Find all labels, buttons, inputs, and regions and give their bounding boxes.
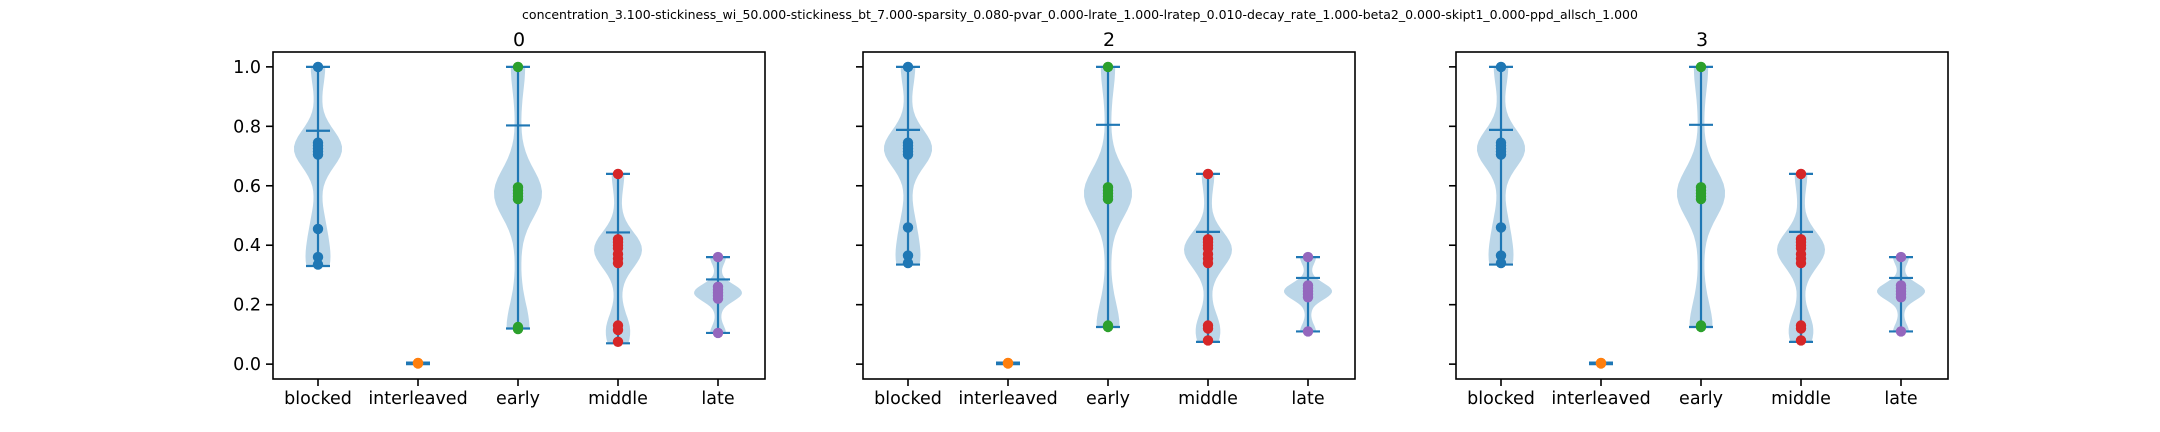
data-point — [512, 193, 524, 205]
data-point — [312, 259, 324, 270]
data-point — [312, 223, 324, 235]
violin-late — [1877, 251, 1925, 337]
violin-blocked — [1477, 61, 1525, 269]
chart-panel-2: 2 blocked interleaved early middle late — [856, 29, 1356, 409]
data-point — [612, 336, 624, 347]
data-point — [1102, 321, 1114, 333]
data-point — [312, 149, 324, 160]
data-point — [1895, 326, 1907, 337]
violin-early — [1677, 61, 1725, 333]
data-point — [612, 324, 624, 336]
violin-early — [494, 61, 542, 335]
violin-interleaved — [996, 357, 1020, 369]
x-tick-label: blocked — [1467, 389, 1535, 409]
violin-middle — [1184, 168, 1232, 346]
x-tick-label: interleaved — [958, 389, 1057, 409]
data-point — [412, 358, 424, 369]
x-tick-label: early — [1679, 389, 1723, 409]
data-point — [902, 257, 914, 269]
violin-blocked — [294, 61, 342, 270]
data-point — [1202, 168, 1214, 180]
data-point — [512, 61, 524, 73]
y-tick-label: 0.8 — [233, 117, 261, 137]
data-point — [1895, 292, 1907, 303]
data-point — [712, 327, 724, 339]
violin-late — [1284, 251, 1332, 337]
data-point — [1202, 323, 1214, 334]
x-tick-label: middle — [588, 389, 648, 409]
x-tick-label: blocked — [874, 389, 942, 409]
violin-late — [694, 251, 742, 339]
data-point — [1495, 257, 1507, 269]
x-tick-label: late — [1884, 389, 1917, 409]
data-point — [1495, 250, 1507, 261]
data-point — [612, 257, 624, 269]
y-tick-label: 0.0 — [233, 355, 261, 375]
data-point — [1302, 326, 1314, 337]
y-tick-label: 1.0 — [233, 58, 261, 78]
panel-title: 3 — [1696, 29, 1708, 51]
violin-middle — [1777, 168, 1825, 346]
panel-title: 0 — [513, 29, 525, 51]
violin-interleaved — [406, 357, 430, 369]
data-point — [1695, 321, 1707, 333]
violin-blocked — [884, 61, 932, 269]
data-point — [612, 168, 624, 180]
data-point — [902, 222, 914, 233]
data-point — [1695, 193, 1707, 205]
data-point — [512, 323, 524, 335]
chart-panel-0: 0 0.0 0.2 0.4 0.6 0.8 1.0 blocked interleaved ear… — [233, 29, 766, 409]
data-point — [712, 293, 724, 304]
axes-frame — [862, 51, 1356, 380]
data-point — [1895, 251, 1907, 263]
data-point — [1595, 358, 1607, 369]
violin-panels: 0 0.0 0.2 0.4 0.6 0.8 1.0 blocked interleaved ear… — [233, 29, 1949, 409]
figure-suptitle: concentration_3.100-stickiness_wi_50.000… — [522, 7, 1638, 22]
data-point — [1202, 335, 1214, 346]
data-point — [1795, 168, 1807, 180]
data-point — [1795, 257, 1807, 269]
data-point — [1495, 149, 1507, 160]
data-point — [902, 149, 914, 160]
x-tick-label: interleaved — [368, 389, 467, 409]
data-point — [902, 61, 914, 73]
y-tick-label: 0.4 — [233, 236, 261, 256]
axes-frame — [1455, 51, 1949, 380]
data-point — [712, 251, 724, 263]
x-tick-label: middle — [1178, 389, 1238, 409]
axes-frame — [272, 51, 766, 380]
panel-title: 2 — [1103, 29, 1115, 51]
violin-interleaved — [1589, 357, 1613, 369]
data-point — [1202, 257, 1214, 269]
violin-middle — [594, 168, 642, 347]
data-point — [902, 250, 914, 261]
data-point — [1495, 61, 1507, 73]
data-point — [1302, 292, 1314, 303]
chart-panel-3: 3 blocked interleaved early middle late — [1449, 29, 1949, 409]
data-point — [312, 61, 324, 73]
x-tick-label: late — [701, 389, 734, 409]
y-tick-label: 0.2 — [233, 296, 261, 316]
data-point — [312, 251, 324, 263]
data-point — [1495, 222, 1507, 233]
data-point — [1102, 193, 1114, 205]
x-tick-label: early — [1086, 389, 1130, 409]
data-point — [1795, 323, 1807, 334]
data-point — [1695, 61, 1707, 73]
x-tick-label: interleaved — [1551, 389, 1650, 409]
x-tick-label: early — [496, 389, 540, 409]
x-tick-label: middle — [1771, 389, 1831, 409]
data-point — [1302, 251, 1314, 263]
x-tick-label: late — [1291, 389, 1324, 409]
data-point — [1002, 358, 1014, 369]
violin-early — [1084, 61, 1132, 333]
data-point — [1795, 335, 1807, 346]
y-tick-label: 0.6 — [233, 177, 261, 197]
x-tick-label: blocked — [284, 389, 352, 409]
data-point — [1102, 61, 1114, 73]
